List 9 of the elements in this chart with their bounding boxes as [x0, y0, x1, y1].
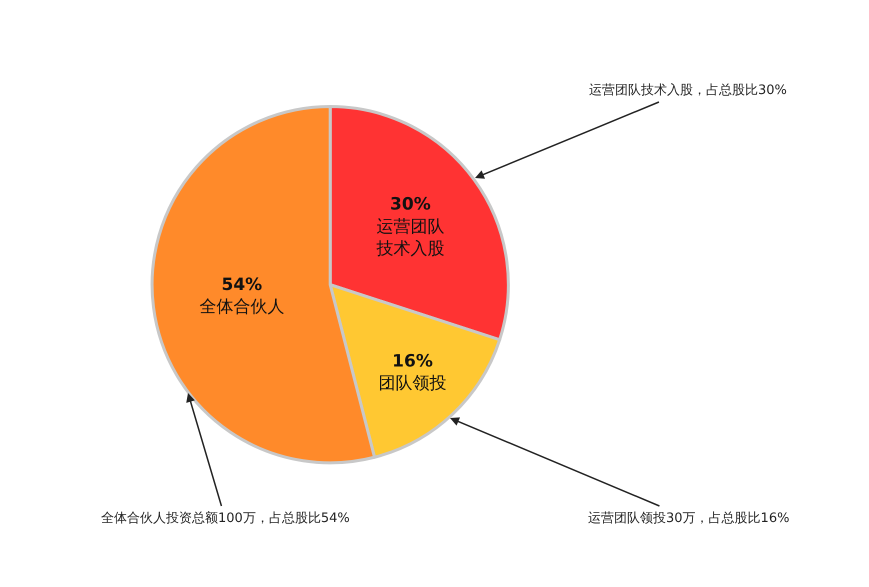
data-label: 16%	[392, 351, 433, 372]
data-label: 30%	[390, 194, 431, 215]
text: 全体合伙人投资总额100万，占总股比54%	[101, 511, 350, 526]
text: 运营团队领投30万，占总股比16%	[588, 511, 790, 526]
slice-label: 运营团队技术入股	[375, 216, 444, 259]
data-label: 54%	[222, 274, 262, 295]
slice-label: 全体合伙人	[199, 296, 284, 317]
text: 运营团队技术入股，占总股比30%	[589, 83, 787, 98]
slice-label: 团队领投	[378, 373, 447, 394]
